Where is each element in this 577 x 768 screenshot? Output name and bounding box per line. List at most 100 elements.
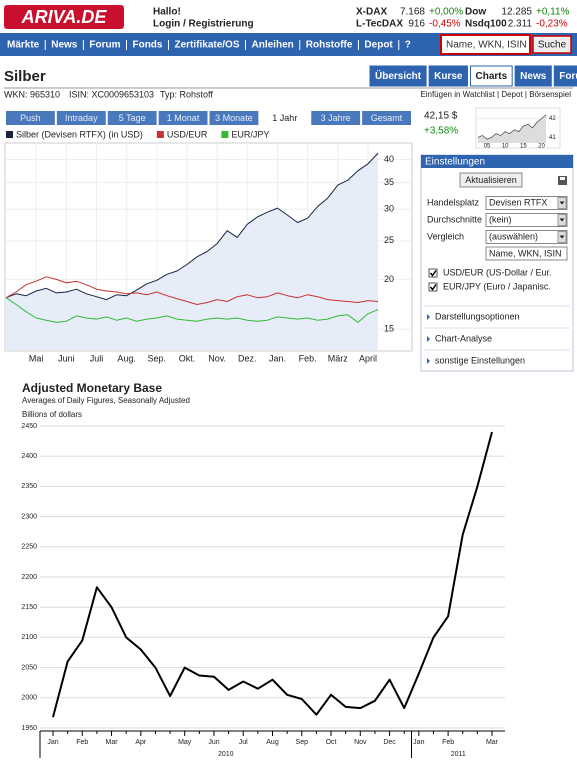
search-button[interactable] xyxy=(532,35,572,54)
nav-item[interactable]: Anleihen xyxy=(252,40,294,51)
period-button[interactable] xyxy=(158,111,208,125)
tab-label[interactable]: Forum xyxy=(559,71,577,82)
save-icon-detail xyxy=(560,177,565,180)
settings-link[interactable]: sonstige Einstellungen xyxy=(435,355,525,365)
ticker-name[interactable]: Dow xyxy=(465,7,486,18)
select-box[interactable] xyxy=(485,196,568,210)
y-tick-label: 40 xyxy=(384,154,394,164)
greeting: Hallo! xyxy=(153,7,181,18)
x-tick-label: Feb xyxy=(442,739,454,746)
tab[interactable] xyxy=(369,65,427,87)
tab[interactable] xyxy=(469,65,513,87)
compare-input[interactable] xyxy=(485,246,568,261)
select-value[interactable]: (kein) xyxy=(489,214,512,224)
instrument-links[interactable]: Einfügen in Watchlist | Depot | Börsensp… xyxy=(420,90,571,99)
ticker-change: +0,11% xyxy=(536,7,570,18)
ticker-change: +0,00% xyxy=(429,7,463,18)
login-link[interactable]: Login / Registrierung xyxy=(153,19,254,30)
line xyxy=(477,114,547,140)
y-tick-label: 2300 xyxy=(21,513,37,520)
period-label[interactable]: 3 Monate xyxy=(215,113,253,123)
period-button[interactable] xyxy=(6,111,55,125)
y-tick-label: 1950 xyxy=(21,725,37,732)
period-label[interactable]: 5 Tage xyxy=(119,113,146,123)
tab[interactable] xyxy=(514,65,552,87)
nav-item[interactable]: Depot xyxy=(364,40,393,51)
tab[interactable] xyxy=(553,65,577,87)
settings-link[interactable]: Chart-Analyse xyxy=(435,333,492,343)
x-tick-label: Apr xyxy=(135,739,147,746)
tab-label[interactable]: Charts xyxy=(475,71,507,82)
line xyxy=(5,152,379,301)
x-tick-label: Mar xyxy=(486,739,499,746)
x-tick-label: Mai xyxy=(29,353,44,363)
select-box[interactable] xyxy=(485,213,568,227)
y-tick-label: 2350 xyxy=(21,483,37,490)
settings-title: Einstellungen xyxy=(425,157,485,168)
ticker-name[interactable]: X-DAX xyxy=(356,7,387,18)
x-tick-label: Jun xyxy=(208,739,219,746)
checkbox[interactable] xyxy=(428,282,438,292)
y-tick-label: 42 xyxy=(549,116,556,122)
period-label[interactable]: Gesamt xyxy=(371,113,403,123)
period-label[interactable]: Push xyxy=(20,113,41,123)
select-value[interactable]: Devisen RTFX xyxy=(489,197,547,207)
x-tick-label: Mar xyxy=(106,739,119,746)
legend-label: USD/EUR xyxy=(167,129,208,139)
settings-panel xyxy=(420,154,574,372)
tab-label[interactable]: Übersicht xyxy=(375,69,422,82)
instrument-title: Silber xyxy=(4,68,46,85)
period-label[interactable]: 1 Monat xyxy=(167,113,200,123)
x-group-label: 2010 xyxy=(218,751,234,758)
settings-link[interactable]: Darstellungsoptionen xyxy=(435,311,520,321)
search-button-label[interactable]: Suche xyxy=(538,40,567,51)
update-button[interactable] xyxy=(459,172,523,188)
logo[interactable]: ARIVA.DE xyxy=(21,7,108,27)
x-tick-label: Jul xyxy=(239,739,248,746)
period-label[interactable]: Intraday xyxy=(65,113,98,123)
checkbox[interactable] xyxy=(428,268,438,278)
tab-label[interactable]: News xyxy=(520,71,547,82)
y-tick-label: 20 xyxy=(384,274,394,284)
nav-item[interactable]: Forum xyxy=(89,40,120,51)
x-tick-label: März xyxy=(328,353,348,363)
select-box[interactable] xyxy=(485,230,568,244)
nav-item[interactable]: Rohstoffe xyxy=(306,40,353,51)
period-button[interactable] xyxy=(311,111,361,125)
search-input[interactable] xyxy=(440,34,531,55)
tab[interactable] xyxy=(428,65,468,87)
line xyxy=(52,431,493,718)
period-label[interactable]: 3 Jahre xyxy=(321,113,351,123)
ticker-name[interactable]: Nsdq100 xyxy=(465,19,507,30)
select-arrow xyxy=(559,218,565,222)
save-icon[interactable] xyxy=(558,176,567,185)
search-placeholder: Name, WKN, ISIN xyxy=(446,40,527,51)
chart-title: Adjusted Monetary Base xyxy=(22,381,162,395)
update-button-label[interactable]: Aktualisieren xyxy=(465,175,517,185)
period-button[interactable] xyxy=(209,111,259,125)
nav-item[interactable]: Märkte xyxy=(7,40,40,51)
select-value[interactable]: (auswählen) xyxy=(489,231,538,241)
period-button[interactable] xyxy=(362,111,411,125)
period-button[interactable] xyxy=(107,111,157,125)
x-tick-label: Feb xyxy=(76,739,88,746)
nav-item[interactable]: News xyxy=(51,40,78,51)
y-axis-label: Billions of dollars xyxy=(22,410,82,419)
x-tick-label: 20 xyxy=(538,144,545,150)
x-tick-label: Jan xyxy=(413,739,424,746)
y-tick-label: 41 xyxy=(549,135,556,141)
period-button[interactable] xyxy=(260,111,310,125)
select-arrow xyxy=(559,201,565,205)
x-tick-label: Sep xyxy=(296,739,309,746)
period-button[interactable] xyxy=(56,111,106,125)
nav-item[interactable]: Zertifikate/OS xyxy=(174,40,239,51)
y-tick-label: 2250 xyxy=(21,544,37,551)
ticker-name[interactable]: L-TecDAX xyxy=(356,19,403,30)
nav-item[interactable]: Fonds xyxy=(132,40,162,51)
nav-item[interactable]: ? xyxy=(405,40,411,51)
tab-label[interactable]: Kurse xyxy=(434,71,463,82)
ticker-value: 2.311 xyxy=(508,19,533,30)
checkmark xyxy=(429,284,437,291)
period-label[interactable]: 1 Jahr xyxy=(272,113,297,123)
logo-box[interactable] xyxy=(4,5,124,29)
